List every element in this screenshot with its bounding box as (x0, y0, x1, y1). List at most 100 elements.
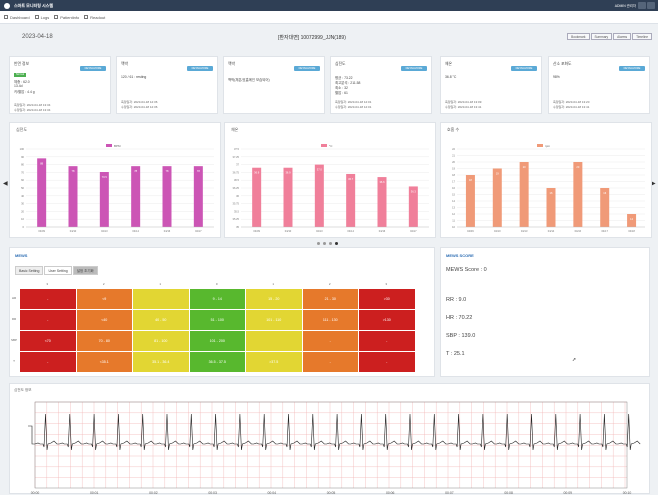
app-logo (4, 2, 10, 9)
mews-cell[interactable]: 81 - 100 (132, 330, 190, 352)
detail-button[interactable]: DETAILMORE (511, 66, 537, 71)
mews-cell[interactable]: 35.1 - 36.4 (132, 351, 190, 373)
x-tick-label: 04/10 (285, 229, 292, 233)
x-tick-label: 04/17 (601, 229, 608, 233)
mews-row: - <35.1 35.1 - 36.4 36.5 - 37.5 >37.5- - (19, 351, 416, 373)
mews-cell[interactable]: 36.5 - 37.5 (188, 351, 246, 373)
detail-button[interactable]: DETAILMORE (619, 66, 645, 71)
ecg-panel: 심전도 정보 00:00 00:01 00:02 00:03 00:04 00:05 00:… (9, 383, 650, 495)
carousel-prev-icon[interactable]: ◀ (3, 181, 8, 187)
score-col-header: 1 (272, 282, 275, 286)
y-tick-label: 60 (21, 178, 24, 182)
mews-cell[interactable]: <70 (19, 330, 77, 352)
ecg-time-label: 00:10 (623, 491, 632, 495)
bar (252, 167, 262, 227)
mews-cell[interactable]: - (19, 288, 77, 310)
y-tick-label: 80 (21, 163, 24, 167)
y-tick-label: 16 (452, 186, 455, 190)
mews-cell[interactable]: >130 (358, 309, 416, 331)
mews-cell[interactable]: 21 - 30 (301, 288, 359, 310)
y-tick-label: 17 (452, 180, 455, 184)
tab-bookmark[interactable]: Bookmark (567, 33, 590, 40)
x-tick-label: 04/17 (410, 229, 417, 233)
carousel-dot-active[interactable] (335, 242, 338, 245)
settings-icon[interactable] (638, 2, 646, 9)
x-tick-label: 04/09 (253, 229, 260, 233)
x-tick-label: 04/10 (494, 229, 501, 233)
rr-value: RR : 9.0 (446, 297, 467, 303)
data-label: 20 (576, 165, 579, 169)
mews-cell[interactable]: - (19, 309, 77, 331)
ecg-time-label: 00:06 (386, 491, 395, 495)
detail-button[interactable]: DETAILMORE (294, 66, 320, 71)
card-value: 98% (553, 75, 560, 79)
mews-grid: - <9 9 - 14 15 - 20 21 - 30 >30- <40 40 - 50 51 … (19, 288, 416, 373)
logout-icon[interactable] (647, 2, 655, 9)
mews-cell[interactable]: 40 - 50 (132, 309, 190, 331)
dashboard-icon (4, 15, 8, 19)
chart-title: 호흡 수 (447, 127, 460, 132)
y-tick-label: 20 (21, 209, 24, 213)
mews-cell[interactable]: 111 - 130 (301, 309, 359, 331)
tab-timeline[interactable]: Timeline (632, 33, 652, 40)
tab-alarms[interactable]: Alarms (613, 33, 632, 40)
mews-cell[interactable]: 101 - 110 (245, 309, 303, 331)
nav-readout[interactable]: Readout (84, 15, 105, 20)
detail-button[interactable]: DETAILMORE (401, 66, 427, 71)
card-label: 체온 (445, 62, 452, 66)
tab-summary[interactable]: Summary (590, 33, 613, 40)
chart-card-resp: 호흡 수 rpm 10 11 12 13 14 15 16 17 18 19 20 21 22 18 04/0… (440, 122, 652, 238)
mews-cell[interactable]: - (358, 351, 416, 373)
mews-cell[interactable] (132, 288, 190, 310)
card-label: 심전도 (335, 62, 346, 66)
tab-basic-setting[interactable]: Basic Setting (15, 266, 44, 275)
tab-user-setting[interactable]: User Setting (44, 266, 72, 275)
carousel-dot[interactable] (317, 242, 320, 245)
ecg-time-label: 00:01 (90, 491, 99, 495)
card-meta: 측정일자: 2023-04-18 13:20 (553, 100, 590, 104)
score-col-header: 3 (385, 282, 388, 286)
reset-settings-button[interactable]: 설정 초기화 (72, 266, 98, 275)
detail-button[interactable]: DETAILMORE (80, 66, 106, 71)
carousel-next-icon[interactable]: ▶ (651, 181, 656, 187)
mews-cell[interactable]: - (301, 330, 359, 352)
detail-button[interactable]: DETAILMORE (187, 66, 213, 71)
mouse-cursor-icon: ➚ (572, 357, 577, 363)
x-tick-label: 04/09 (467, 229, 474, 233)
carousel-dot[interactable] (323, 242, 326, 245)
x-tick-label: 04/13 (316, 229, 323, 233)
nav-dashboard[interactable]: Dashboard (4, 15, 30, 20)
row-label-hr: HR (11, 296, 17, 300)
y-tick-label: 14 (452, 199, 455, 203)
mews-cell[interactable] (245, 330, 303, 352)
nav-patientinfo[interactable]: Patientinfo (54, 15, 79, 20)
score-col-header: 1 (159, 282, 162, 286)
mews-cell[interactable]: <35.1 (75, 351, 133, 373)
ecg-time-label: 00:07 (445, 491, 454, 495)
bar (627, 214, 637, 227)
mews-cell[interactable]: 51 - 100 (188, 309, 246, 331)
nav-logs[interactable]: Logs (34, 15, 49, 20)
carousel-dot[interactable] (329, 242, 332, 245)
mews-cell[interactable]: <9 (75, 288, 133, 310)
mews-cell[interactable]: 70 - 80 (75, 330, 133, 352)
mews-title: MEWS (15, 253, 28, 258)
ecg-waveform: 00:00 00:01 00:02 00:03 00:04 00:05 00:06 00:07… (28, 401, 641, 495)
mews-cell[interactable]: 101 - 200 (188, 330, 246, 352)
mews-cell[interactable]: - (358, 330, 416, 352)
mews-cell[interactable]: >37.5 (245, 351, 303, 373)
bar (519, 162, 529, 227)
mews-cell[interactable]: - (301, 351, 359, 373)
legend-swatch (321, 144, 327, 147)
card-meta: 측정일자: 2023-04-18 12:36 (121, 100, 158, 104)
mews-row: - <40 40 - 50 51 - 100 101 - 110 111 - 130 >13… (19, 309, 416, 331)
mews-cell[interactable]: - (19, 351, 77, 373)
score-col-header: 3 (46, 282, 49, 286)
mews-score-header: 3 2 1 0 1 2 3 (19, 282, 415, 286)
mews-cell[interactable]: 15 - 20 (245, 288, 303, 310)
legend-swatch (537, 144, 543, 147)
user-name[interactable]: ADMIN 관리자 (614, 4, 636, 8)
mews-cell[interactable]: 9 - 14 (188, 288, 246, 310)
mews-cell[interactable]: <40 (75, 309, 133, 331)
mews-cell[interactable]: >30 (358, 288, 416, 310)
